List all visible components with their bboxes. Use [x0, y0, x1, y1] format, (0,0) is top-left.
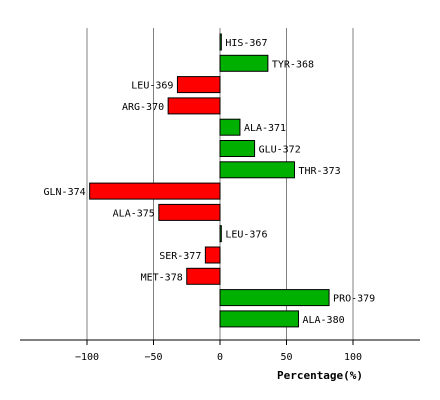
- bar-label-leu-376: LEU-376: [225, 230, 267, 241]
- bar-label-ala-371: ALA-371: [244, 123, 286, 134]
- bar-labels: HIS-367 TYR-368 LEU-369 ARG-370 ALA-371 GLU-3…: [44, 38, 376, 326]
- bar-label-pro-379: PRO-379: [333, 294, 375, 305]
- bar-ala-375: [158, 203, 221, 221]
- bar-gln-374: [89, 182, 221, 200]
- bar-met-378: [186, 267, 221, 285]
- bar-leu-369: [176, 76, 221, 94]
- bar-ala-380: [219, 310, 299, 328]
- x-tick-label-1: −50: [144, 352, 162, 363]
- bar-label-leu-369: LEU-369: [131, 81, 173, 92]
- bar-label-tyr-368: TYR-368: [272, 59, 314, 70]
- bar-pro-379: [219, 289, 330, 307]
- bars: [89, 33, 330, 328]
- x-tick-label-3: 50: [280, 352, 292, 363]
- bar-arg-370: [167, 97, 221, 115]
- bar-label-ser-377: SER-377: [159, 251, 201, 262]
- bar-label-glu-372: GLU-372: [259, 145, 301, 156]
- bar-glu-372: [219, 140, 256, 157]
- x-tick-label-4: 100: [344, 352, 362, 363]
- bar-label-his-367: HIS-367: [225, 38, 267, 49]
- bar-thr-373: [219, 161, 295, 179]
- x-tick-label-2: 0: [217, 352, 223, 363]
- bar-ala-371: [219, 118, 241, 136]
- x-tick-label-0: −100: [75, 352, 99, 363]
- bar-label-thr-373: THR-373: [298, 166, 340, 177]
- bar-label-met-378: MET-378: [141, 272, 183, 283]
- bar-label-ala-375: ALA-375: [113, 208, 155, 219]
- bar-label-arg-370: ARG-370: [122, 102, 164, 113]
- bar-his-367: [219, 33, 222, 51]
- bar-leu-376: [219, 225, 222, 243]
- bar-tyr-368: [219, 54, 269, 72]
- x-axis-title: Percentage(%): [277, 369, 363, 382]
- bar-label-gln-374: GLN-374: [44, 187, 86, 198]
- x-ticks: −100 −50 0 50 100: [75, 340, 362, 363]
- bar-ser-377: [204, 246, 221, 264]
- bar-label-ala-380: ALA-380: [302, 315, 344, 326]
